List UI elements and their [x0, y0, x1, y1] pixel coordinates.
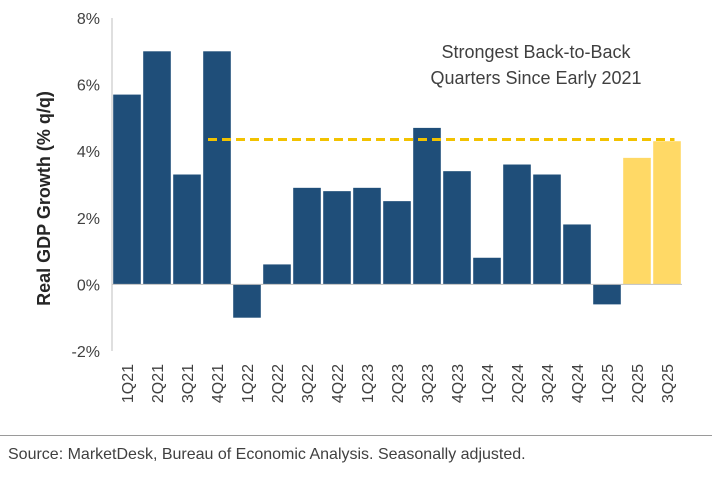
bar-1q22: [233, 284, 261, 318]
bar-4q21: [203, 51, 231, 285]
bar-1q25: [593, 284, 621, 305]
y-tick-labels: -2% 0% 2% 4% 6% 8%: [72, 11, 100, 361]
x-tick-label: 4Q23: [450, 364, 467, 403]
x-tick-labels: 1Q21 2Q21 3Q21 4Q21 1Q22 2Q22 3Q22 4Q22 1Q23 2Q23…: [120, 364, 677, 403]
bar-4q24: [563, 224, 591, 285]
x-tick-label: 4Q21: [210, 364, 227, 403]
x-tick-label: 1Q24: [480, 364, 497, 403]
x-tick-label: 3Q22: [300, 364, 317, 403]
x-tick-label: 1Q23: [360, 364, 377, 403]
y-tick-label: -2%: [72, 344, 100, 361]
x-tick-label: 4Q22: [330, 364, 347, 403]
bar-2q24: [503, 164, 531, 285]
bar-2q21: [143, 51, 171, 285]
x-tick-label: 4Q24: [570, 364, 587, 403]
bar-3q21: [173, 174, 201, 285]
bar-2q22: [263, 264, 291, 285]
x-tick-label: 3Q25: [660, 364, 677, 403]
y-tick-label: 6%: [77, 78, 100, 95]
x-tick-label: 1Q25: [600, 364, 617, 403]
y-axis-label: Real GDP Growth (% q/q): [34, 91, 54, 306]
bar-4q23: [443, 171, 471, 285]
gdp-growth-chart: -2% 0% 2% 4% 6% 8% 1Q21 2Q21 3Q21 4Q21 1Q22 2Q22 3Q…: [34, 11, 682, 403]
y-tick-label: 4%: [77, 144, 100, 161]
x-tick-label: 2Q22: [270, 364, 287, 403]
y-tick-label: 0%: [77, 277, 100, 294]
y-tick-label: 8%: [77, 11, 100, 28]
x-tick-label: 1Q22: [240, 364, 257, 403]
x-tick-label: 3Q24: [540, 364, 557, 403]
y-tick-label: 2%: [77, 211, 100, 228]
x-tick-label: 1Q21: [120, 364, 137, 403]
x-tick-label: 2Q21: [150, 364, 167, 403]
bar-1q24: [473, 257, 501, 285]
x-tick-label: 2Q25: [630, 364, 647, 403]
footer-divider: [0, 435, 712, 436]
annotation-line-2: Quarters Since Early 2021: [430, 68, 641, 88]
bar-3q25: [653, 141, 681, 285]
bar-3q22: [293, 187, 321, 285]
x-tick-label: 3Q23: [420, 364, 437, 403]
bars-group: [113, 51, 681, 318]
bar-3q24: [533, 174, 561, 285]
bar-3q23: [413, 127, 441, 285]
x-tick-label: 3Q21: [180, 364, 197, 403]
x-tick-label: 2Q23: [390, 364, 407, 403]
bar-1q23: [353, 187, 381, 285]
source-note: Source: MarketDesk, Bureau of Economic A…: [8, 446, 526, 463]
bar-2q23: [383, 201, 411, 285]
x-tick-label: 2Q24: [510, 364, 527, 403]
bar-1q21: [113, 94, 141, 285]
annotation-line-1: Strongest Back-to-Back: [441, 42, 631, 62]
bar-4q22: [323, 191, 351, 285]
bar-2q25: [623, 157, 651, 285]
